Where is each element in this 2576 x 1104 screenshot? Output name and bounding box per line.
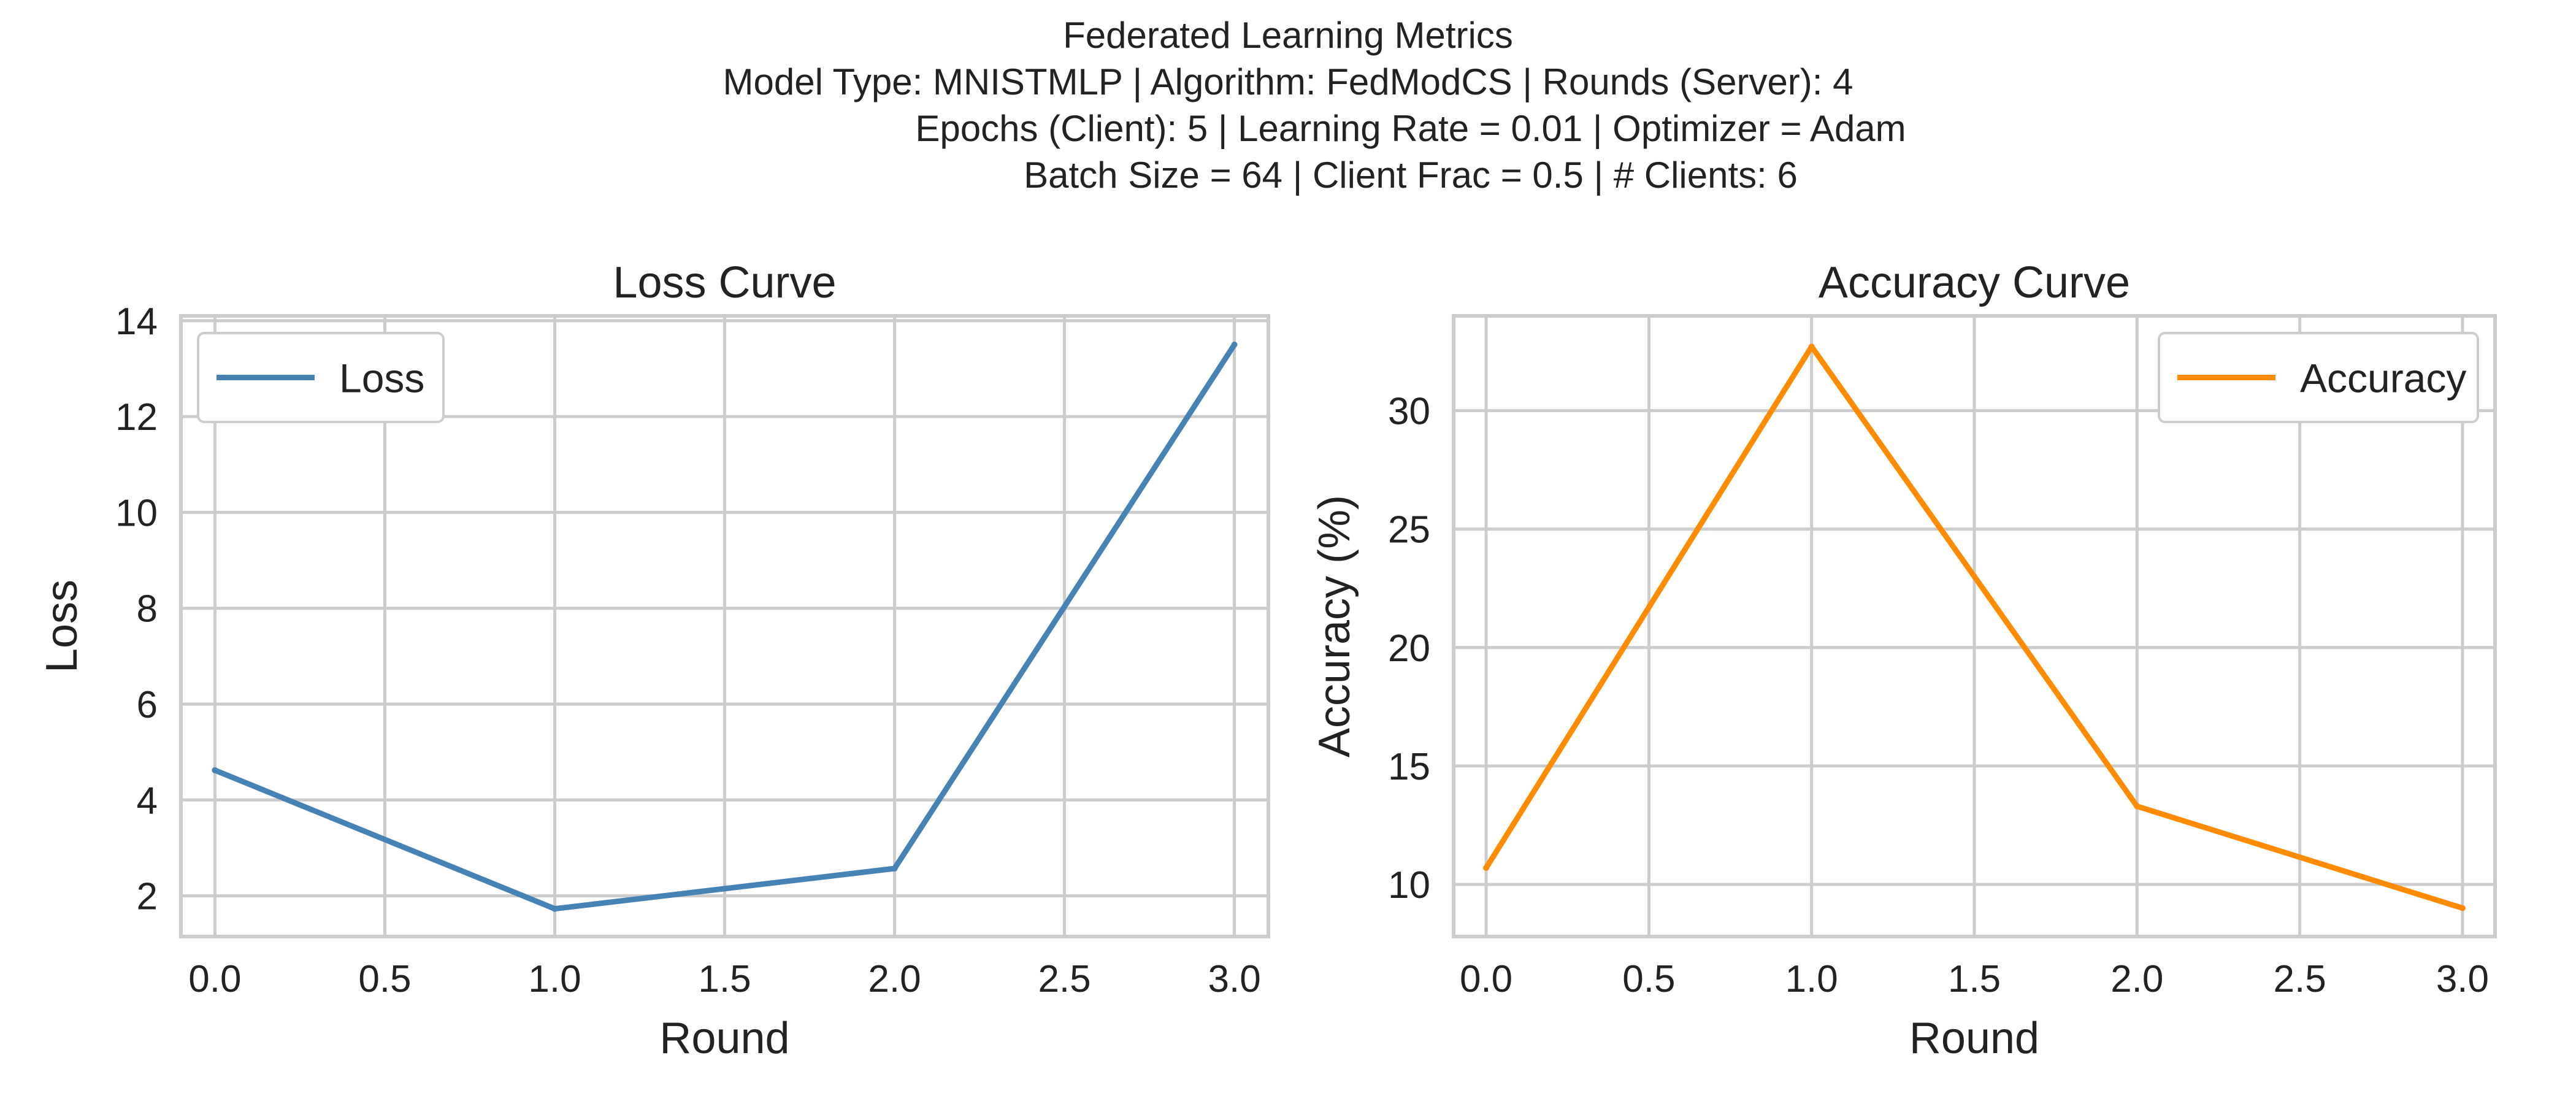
accuracy-chart: 0.0 0.5 1.0 1.5 2.0 2.5 3.0 10 15 20 25 30 Accuracy … <box>1310 258 2497 1063</box>
accuracy-x-axis-label: Round <box>1909 1014 2039 1063</box>
loss-y-tick-label: 14 <box>115 301 158 343</box>
accuracy-x-tick-label: 3.0 <box>2436 958 2489 1000</box>
loss-series-line <box>212 342 1238 912</box>
accuracy-x-tick-label: 1.5 <box>1948 958 2001 1000</box>
accuracy-legend: Accuracy <box>2158 332 2479 423</box>
loss-y-tick-label: 8 <box>137 588 158 631</box>
accuracy-x-tick-label: 2.5 <box>2274 958 2326 1000</box>
loss-legend-label: Loss <box>339 356 424 401</box>
suptitle-line-4: Batch Size = 64 | Client Frac = 0.5 | # … <box>1024 155 1798 196</box>
loss-x-axis-label: Round <box>659 1014 789 1063</box>
loss-legend-box <box>197 332 445 423</box>
accuracy-legend-box <box>2158 332 2479 423</box>
accuracy-x-tick-label: 0.0 <box>1460 958 1512 1000</box>
loss-y-tick-label: 6 <box>137 684 158 726</box>
loss-y-tick-label: 4 <box>137 780 158 822</box>
loss-x-tick-label: 2.0 <box>868 958 921 1000</box>
loss-y-tick-label: 12 <box>115 396 158 439</box>
loss-x-tick-label: 3.0 <box>1208 958 1260 1000</box>
accuracy-data-point <box>2134 803 2141 810</box>
accuracy-x-tick-label: 1.0 <box>1785 958 1838 1000</box>
accuracy-chart-title: Accuracy Curve <box>1819 258 2130 307</box>
accuracy-y-tick-label: 10 <box>1388 864 1430 907</box>
loss-data-point <box>1231 341 1238 348</box>
loss-x-tick-label: 2.5 <box>1038 958 1091 1000</box>
loss-y-axis-label: Loss <box>37 580 86 673</box>
loss-x-tick-label: 0.5 <box>358 958 411 1000</box>
loss-chart: 0.0 0.5 1.0 1.5 2.0 2.5 3.0 2 4 6 8 10 12 14 Loss Curv… <box>37 258 1270 1063</box>
accuracy-plot-frame <box>1452 314 2497 938</box>
suptitle-line-1: Federated Learning Metrics <box>1063 15 1513 56</box>
accuracy-y-tick-label: 30 <box>1388 391 1430 433</box>
loss-y-tick-label: 2 <box>137 876 158 918</box>
accuracy-legend-label: Accuracy <box>2300 356 2466 401</box>
loss-legend: Loss <box>197 332 445 423</box>
accuracy-data-point <box>2459 905 2466 911</box>
loss-data-point <box>891 865 898 872</box>
suptitle-line-3: Epochs (Client): 5 | Learning Rate = 0.0… <box>915 108 1906 149</box>
loss-plot-frame <box>179 314 1270 938</box>
loss-chart-title: Loss Curve <box>613 258 836 307</box>
loss-data-point <box>212 767 218 773</box>
loss-y-tick-label: 10 <box>115 492 158 534</box>
accuracy-y-tick-label: 25 <box>1388 509 1430 551</box>
accuracy-y-axis-label: Accuracy (%) <box>1310 495 1359 757</box>
loss-x-tick-label: 0.0 <box>188 958 241 1000</box>
accuracy-series-line <box>1483 343 2466 911</box>
figure-suptitle: Federated Learning Metrics Model Type: M… <box>0 13 2576 204</box>
accuracy-y-tick-label: 20 <box>1388 627 1430 670</box>
loss-x-tick-label: 1.0 <box>528 958 581 1000</box>
loss-data-point <box>551 905 558 912</box>
loss-x-tick-label: 1.5 <box>698 958 751 1000</box>
accuracy-x-tick-label: 0.5 <box>1622 958 1675 1000</box>
accuracy-data-point <box>1483 864 1490 871</box>
accuracy-data-point <box>1808 343 1815 350</box>
suptitle-line-2: Model Type: MNISTMLP | Algorithm: FedMod… <box>723 61 1853 102</box>
accuracy-x-tick-label: 2.0 <box>2110 958 2163 1000</box>
accuracy-y-tick-label: 15 <box>1388 746 1430 788</box>
